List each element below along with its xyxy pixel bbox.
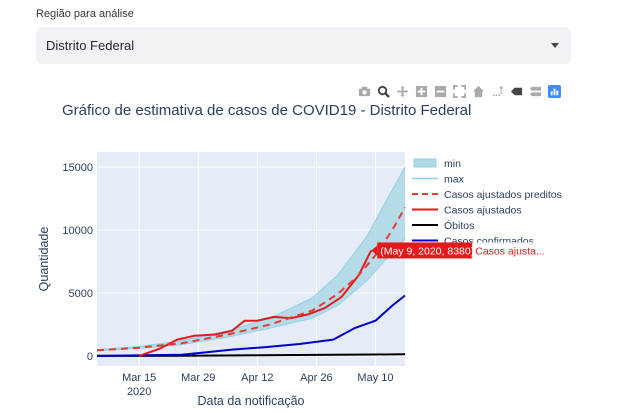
- chart-modebar: [356, 83, 563, 99]
- hover-box: [377, 242, 473, 259]
- y-tick-label: 15000: [62, 162, 93, 174]
- reset-axes-icon[interactable]: [470, 83, 487, 99]
- zoom-icon[interactable]: [375, 83, 392, 99]
- legend-label: max: [444, 174, 465, 186]
- series-max-line: [96, 166, 406, 351]
- zoom-in-icon[interactable]: [413, 83, 430, 99]
- legend-item[interactable]: max: [412, 174, 465, 186]
- x-tick-label: Apr 26: [300, 372, 332, 384]
- y-tick-label: 5000: [69, 288, 93, 300]
- legend-item[interactable]: Casos ajustados preditos: [412, 189, 562, 201]
- hover-compare-icon[interactable]: [527, 83, 544, 99]
- camera-icon[interactable]: [356, 83, 373, 99]
- y-ticks: 0 5000 10000 15000: [62, 162, 93, 363]
- x-ticks: Mar 15 2020 Mar 29 Apr 12 Apr 26 May 10: [122, 372, 393, 398]
- hover-series-box: [472, 242, 547, 259]
- hover-tooltip: (May 9, 2020, 8380) Casos ajusta...: [371, 242, 547, 259]
- x-tick-label: Mar 15: [122, 372, 156, 384]
- chart-title: Gráfico de estimativa de casos de COVID1…: [62, 102, 471, 119]
- x-tick-label: Apr 12: [241, 372, 273, 384]
- pan-icon[interactable]: [394, 83, 411, 99]
- hover-series-name: Casos ajusta...: [475, 245, 544, 257]
- legend-swatch: [413, 158, 437, 168]
- series-casos-ajustados-line: [138, 249, 373, 357]
- y-axis-title: Quantidade: [37, 227, 51, 292]
- series-casos-confirmados-line: [96, 294, 406, 357]
- y-tick-label: 0: [87, 351, 93, 363]
- x-tick-label: May 10: [357, 372, 393, 384]
- hover-label: (May 9, 2020, 8380): [380, 245, 474, 257]
- x-tick-sublabel: 2020: [127, 386, 151, 398]
- legend-item[interactable]: Óbitos: [412, 219, 474, 232]
- chart-svg[interactable]: Gráfico de estimativa de casos de COVID1…: [0, 96, 620, 413]
- hover-closest-icon[interactable]: [508, 83, 525, 99]
- legend-label: min: [444, 158, 461, 170]
- chart: Gráfico de estimativa de casos de COVID1…: [0, 96, 620, 413]
- region-select[interactable]: Distrito Federal: [36, 27, 571, 64]
- legend: min max Casos ajustados preditos Casos ajus…: [412, 158, 562, 248]
- spike-lines-icon[interactable]: [489, 83, 506, 99]
- autoscale-icon[interactable]: [451, 83, 468, 99]
- legend-label: Casos ajustados: [444, 205, 522, 217]
- legend-label: Óbitos: [444, 219, 474, 232]
- x-axis-title: Data da notificação: [197, 394, 304, 408]
- x-tick-label: Mar 29: [181, 372, 215, 384]
- plotly-logo-icon[interactable]: [546, 83, 563, 99]
- zoom-out-icon[interactable]: [432, 83, 449, 99]
- hover-arrow: [371, 245, 378, 256]
- region-select-value: Distrito Federal: [46, 38, 135, 53]
- legend-item[interactable]: Casos ajustados: [412, 205, 522, 217]
- legend-item[interactable]: min: [413, 158, 461, 170]
- chevron-down-icon[interactable]: [551, 43, 559, 48]
- region-select-label: Região para análise: [36, 8, 134, 20]
- y-tick-label: 10000: [62, 225, 93, 237]
- legend-label: Casos ajustados preditos: [444, 189, 562, 201]
